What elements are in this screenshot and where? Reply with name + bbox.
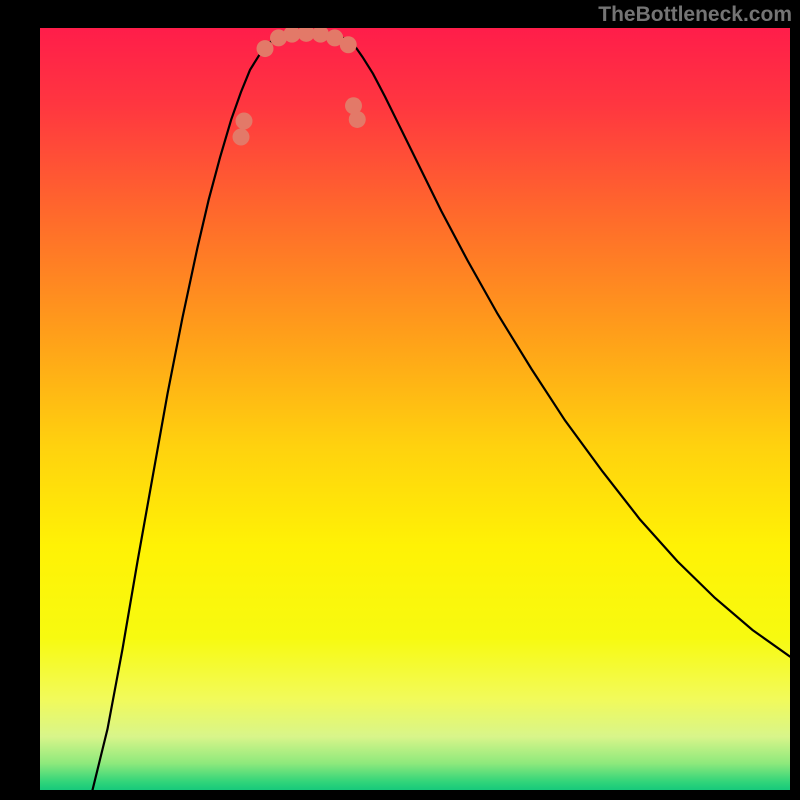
marker-point (233, 128, 250, 145)
marker-point (340, 36, 357, 53)
right-curve (355, 46, 790, 656)
marker-point (312, 28, 329, 43)
watermark-text: TheBottleneck.com (598, 3, 792, 27)
outer-frame: TheBottleneck.com (0, 0, 800, 800)
left-curve (93, 31, 356, 790)
marker-point (349, 111, 366, 128)
plot-area (40, 28, 790, 790)
marker-point (257, 40, 274, 57)
marker-point (236, 112, 253, 129)
curves-svg (40, 28, 790, 790)
